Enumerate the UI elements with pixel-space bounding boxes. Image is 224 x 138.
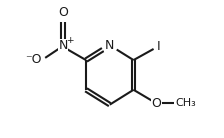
Text: O: O (151, 97, 161, 110)
Text: CH₃: CH₃ (175, 98, 196, 108)
Text: N: N (58, 39, 68, 52)
Text: ⁻O: ⁻O (25, 53, 42, 66)
Text: N: N (105, 39, 114, 52)
Text: I: I (157, 40, 160, 53)
Text: O: O (58, 6, 68, 19)
Text: +: + (66, 36, 73, 45)
